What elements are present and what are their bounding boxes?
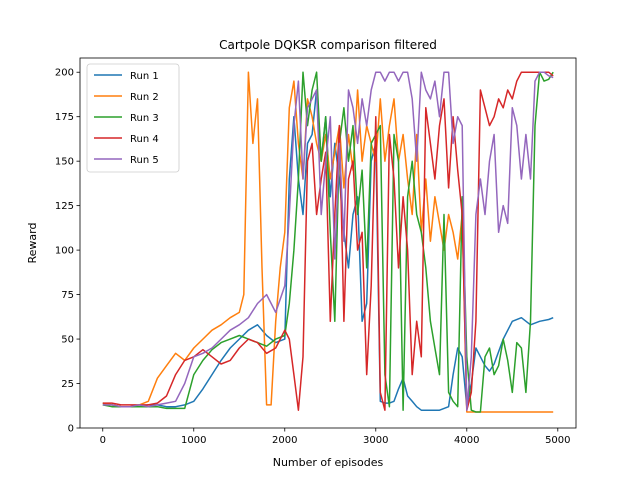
x-tick-label: 5000 (545, 435, 570, 446)
chart-title: Cartpole DQKSR comparison filtered (219, 38, 437, 52)
y-tick-label: 75 (61, 290, 74, 301)
series-line-run-3 (102, 71, 554, 413)
series-layer (102, 71, 554, 413)
y-tick-label: 50 (61, 335, 74, 346)
y-axis: 0 25 50 75 100 125 150 175 200 (55, 68, 80, 435)
legend-label-run-2: Run 2 (130, 92, 159, 103)
y-tick-label: 200 (55, 68, 74, 79)
y-tick-label: 100 (55, 246, 74, 257)
y-tick-label: 125 (55, 201, 74, 212)
legend-label-run-3: Run 3 (130, 113, 159, 124)
y-tick-label: 25 (61, 379, 74, 390)
y-axis-label: Reward (26, 223, 39, 264)
x-tick-label: 1000 (181, 435, 206, 446)
x-axis: 0 1000 2000 3000 4000 5000 (100, 428, 571, 446)
y-tick-label: 175 (55, 112, 74, 123)
series-line-run-4 (102, 71, 554, 411)
y-tick-label: 0 (68, 424, 74, 435)
legend-box (86, 63, 180, 173)
legend-label-run-1: Run 1 (130, 71, 159, 82)
x-tick-label: 3000 (363, 435, 388, 446)
x-tick-label: 4000 (454, 435, 479, 446)
series-line-run-2 (102, 71, 554, 413)
x-axis-label: Number of episodes (273, 456, 384, 469)
x-tick-label: 0 (100, 435, 106, 446)
x-tick-label: 2000 (272, 435, 297, 446)
legend: Run 1 Run 2 Run 3 Run 4 Run 5 (86, 63, 180, 173)
legend-label-run-4: Run 4 (130, 134, 159, 145)
series-line-run-5 (102, 71, 554, 411)
plot-frame (79, 57, 577, 429)
y-tick-label: 150 (55, 157, 74, 168)
legend-label-run-5: Run 5 (130, 155, 159, 166)
